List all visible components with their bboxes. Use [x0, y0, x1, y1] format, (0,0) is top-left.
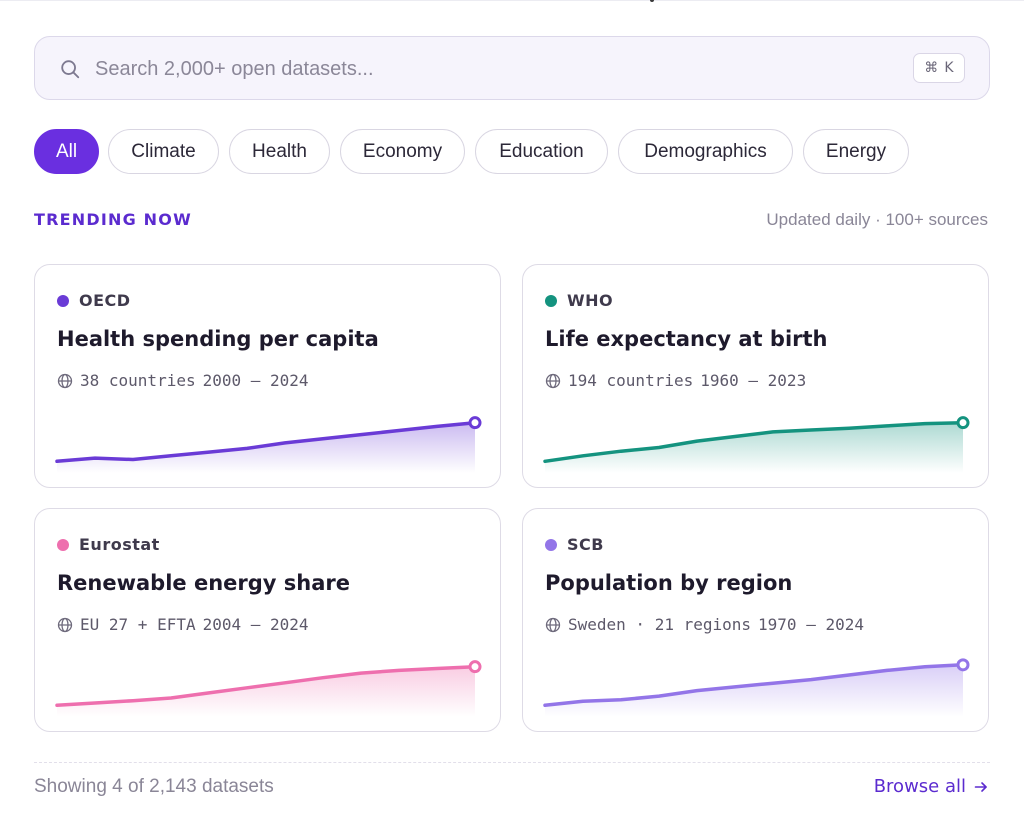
card-meta: EU 27 + EFTA 2004 – 2024 — [57, 615, 309, 634]
section-title: TRENDING NOW — [34, 210, 192, 229]
sparkline-line — [543, 420, 965, 464]
sparkline-line — [543, 663, 965, 708]
card-coverage: 194 countries — [568, 371, 694, 390]
filter-chip-demographics[interactable]: Demographics — [618, 129, 793, 174]
card-source: Eurostat — [57, 535, 160, 554]
search-bar[interactable]: ⌘ K — [34, 36, 990, 100]
source-dot — [57, 538, 69, 551]
filter-chip-energy[interactable]: Energy — [803, 129, 909, 174]
filter-chip-economy[interactable]: Economy — [340, 129, 465, 174]
source-name: WHO — [567, 291, 614, 310]
card-title: Life expectancy at birth — [545, 327, 828, 351]
card-title: Health spending per capita — [57, 327, 379, 351]
sparkline-area — [57, 666, 475, 717]
filter-chip-climate[interactable]: Climate — [108, 129, 219, 174]
dataset-card[interactable]: Eurostat Renewable energy share EU 27 + … — [34, 508, 501, 732]
globe-icon — [545, 617, 561, 632]
source-name: SCB — [567, 535, 604, 554]
card-meta: Sweden · 21 regions 1970 – 2024 — [545, 615, 864, 634]
trend-sparkline — [543, 658, 970, 717]
globe-icon — [57, 617, 73, 632]
card-range: 2004 – 2024 — [202, 615, 309, 634]
globe-icon — [57, 373, 73, 388]
card-source: SCB — [545, 535, 604, 554]
browse-all-link[interactable]: Browse all — [874, 776, 988, 797]
card-range: 1970 – 2024 — [758, 615, 864, 634]
sparkline-end-point — [956, 416, 970, 430]
card-coverage: 38 countries — [80, 371, 196, 390]
trend-sparkline — [55, 416, 482, 473]
globe-icon — [545, 373, 561, 388]
dataset-card[interactable]: SCB Population by region Sweden · 21 reg… — [522, 508, 989, 732]
command-key-icon: ⌘ — [924, 60, 939, 76]
shortcut-key: K — [944, 60, 954, 76]
search-icon — [61, 60, 80, 79]
keyboard-shortcut-badge: ⌘ K — [913, 53, 965, 83]
source-dot — [57, 294, 69, 307]
browse-all-label: Browse all — [873, 776, 966, 797]
top-border — [0, 0, 1024, 1]
sparkline-area — [545, 422, 963, 473]
arrow-right-icon — [974, 781, 987, 792]
source-name: Eurostat — [79, 535, 160, 554]
card-source: WHO — [545, 291, 613, 310]
sparkline-end-point — [468, 660, 482, 674]
card-source: OECD — [57, 291, 131, 310]
footer-divider — [34, 762, 990, 763]
card-meta: 38 countries 2000 – 2024 — [57, 371, 309, 390]
card-title: Renewable energy share — [57, 571, 351, 595]
card-meta: 194 countries 1960 – 2023 — [545, 371, 806, 390]
trend-sparkline — [55, 660, 482, 717]
results-count: Showing 4 of 2,143 datasets — [34, 776, 274, 797]
trend-sparkline — [543, 416, 970, 473]
card-range: 2000 – 2024 — [202, 371, 309, 390]
sparkline-end-point — [956, 658, 970, 672]
search-input[interactable] — [95, 53, 855, 85]
dataset-card[interactable]: OECD Health spending per capita 38 count… — [34, 264, 501, 488]
source-name: OECD — [79, 291, 131, 310]
card-range: 1960 – 2023 — [700, 371, 807, 390]
card-coverage: Sweden · 21 regions — [568, 615, 752, 634]
card-coverage: EU 27 + EFTA — [80, 615, 196, 634]
filter-chip-all[interactable]: All — [34, 129, 99, 174]
source-dot — [545, 538, 557, 551]
card-title: Population by region — [545, 571, 793, 595]
sparkline-end-point — [468, 416, 482, 430]
filter-chip-health[interactable]: Health — [229, 129, 330, 174]
sparkline-line — [55, 664, 477, 708]
source-dot — [545, 294, 557, 307]
cursor-mark — [650, 0, 654, 2]
sparkline-area — [545, 664, 963, 717]
filter-chip-education[interactable]: Education — [475, 129, 608, 174]
section-meta: Updated daily · 100+ sources — [766, 210, 988, 229]
sparkline-line — [55, 420, 477, 464]
dataset-card[interactable]: WHO Life expectancy at birth 194 countri… — [522, 264, 989, 488]
